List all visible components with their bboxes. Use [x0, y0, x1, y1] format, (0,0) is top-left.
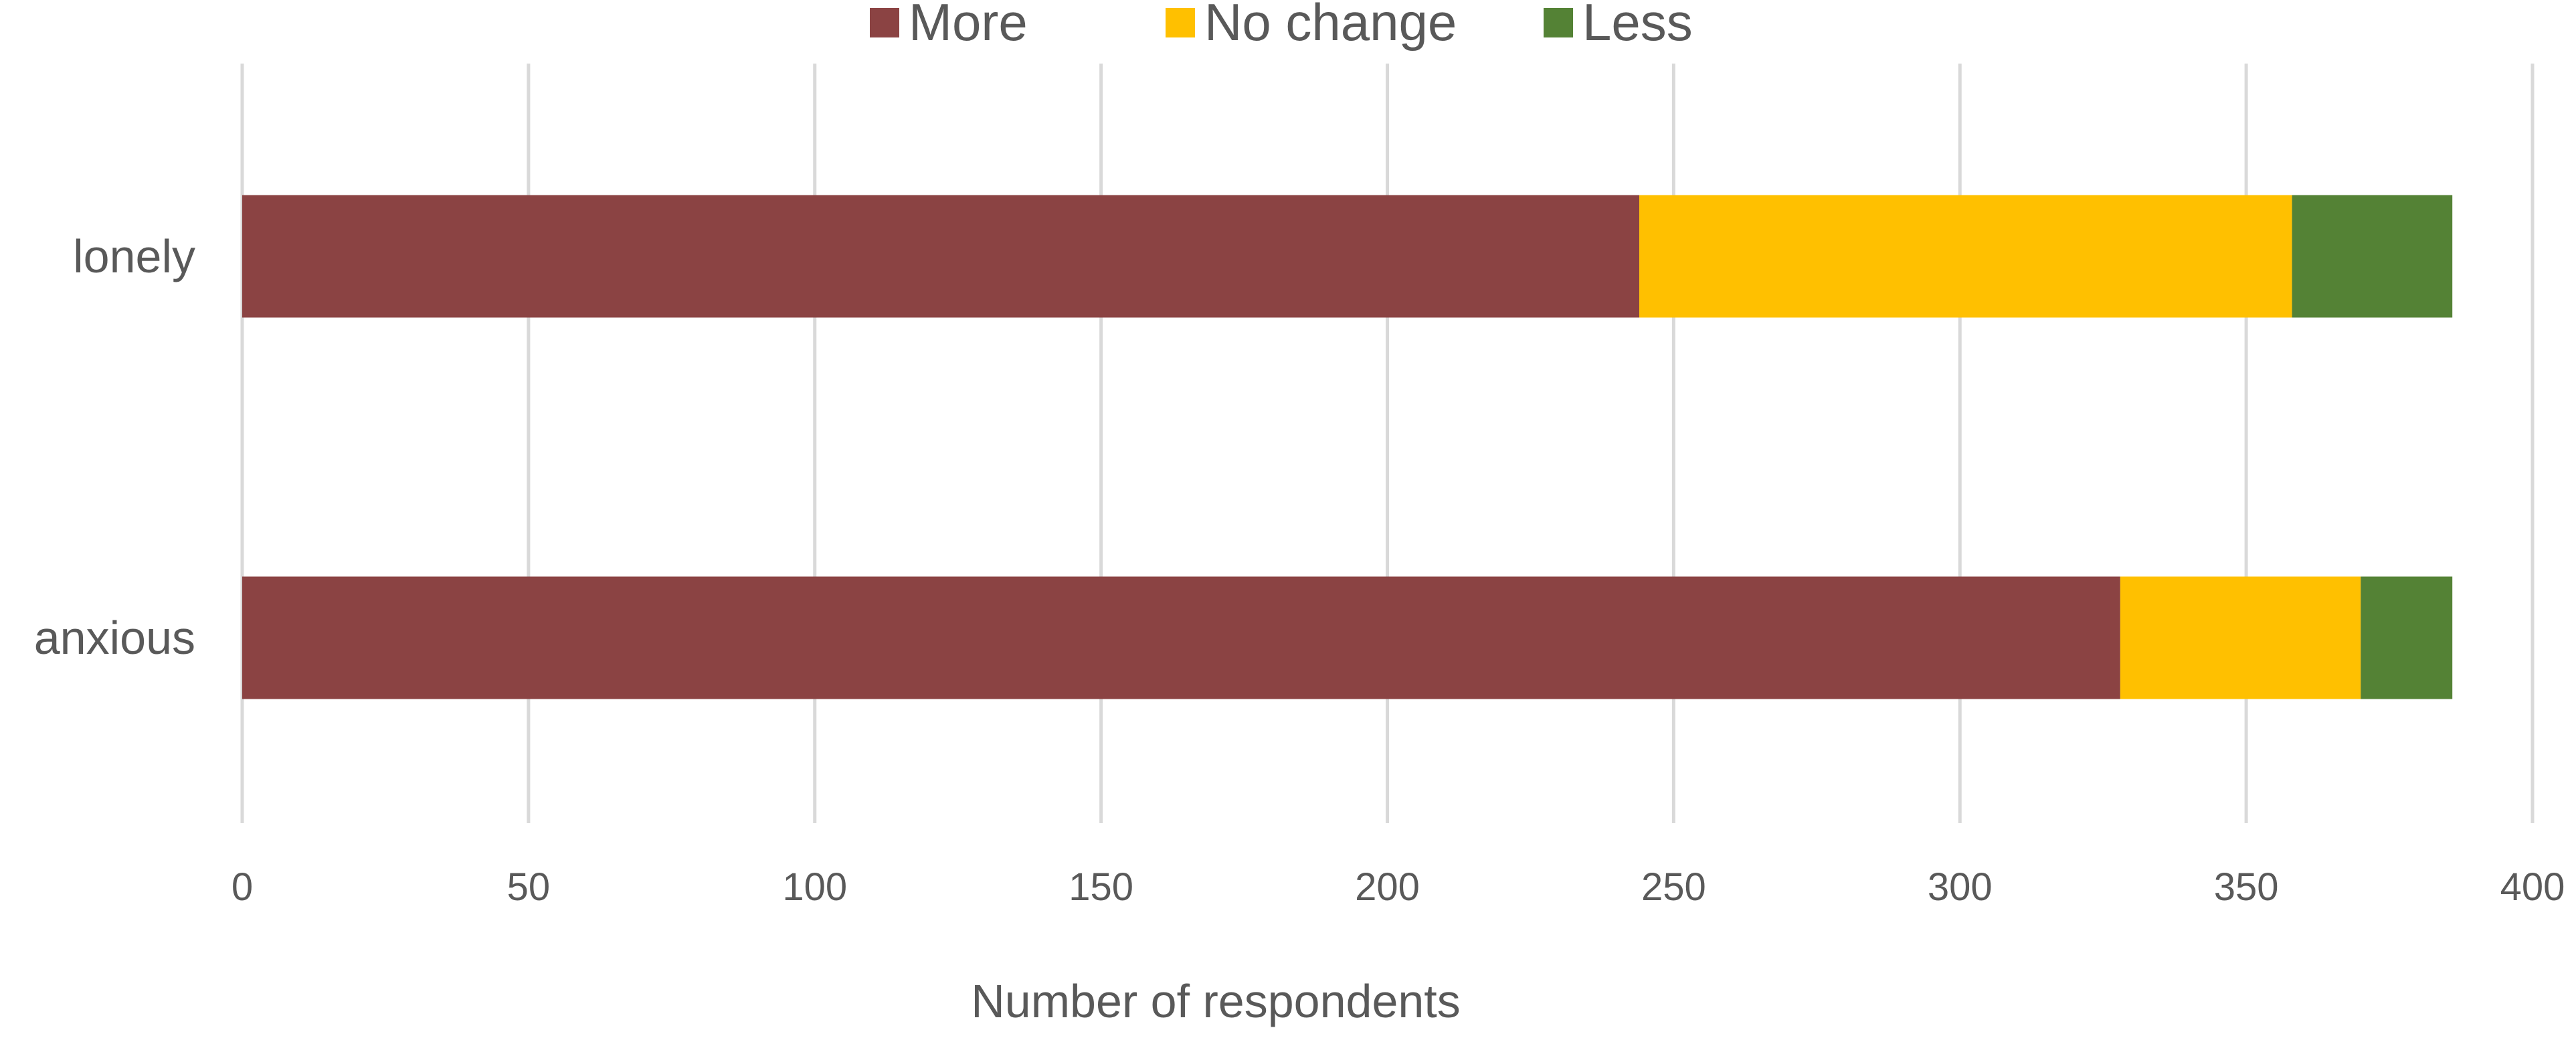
x-tick-labels: 0 50 100 150 200 250 300 350 400 [232, 865, 2565, 909]
bars [242, 195, 2453, 699]
x-tick-label: 50 [507, 865, 551, 909]
x-axis-title: Number of respondents [971, 975, 1461, 1027]
bar-anxious-less [2361, 576, 2453, 699]
category-label-anxious: anxious [34, 612, 195, 664]
x-tick-label: 300 [1928, 865, 1993, 909]
legend-label: No change [1204, 0, 1457, 52]
bar-lonely-no-change [1639, 195, 2292, 318]
category-labels: lonely anxious [34, 230, 195, 664]
x-tick-label: 100 [782, 865, 847, 909]
bar-lonely-more [242, 195, 1640, 318]
category-label-lonely: lonely [73, 230, 195, 282]
bar-anxious-no-change [2120, 576, 2361, 699]
legend-label: More [909, 0, 1028, 52]
x-tick-label: 350 [2214, 865, 2279, 909]
gridlines [240, 64, 2535, 823]
legend-swatch-less [1544, 8, 1573, 37]
x-tick-label: 250 [1641, 865, 1706, 909]
bar-anxious-more [242, 576, 2120, 699]
x-tick-label: 150 [1069, 865, 1133, 909]
legend-swatch-more [870, 8, 899, 37]
legend: More No change Less [870, 0, 1693, 52]
x-tick-label: 0 [232, 865, 253, 909]
bar-lonely-less [2292, 195, 2453, 318]
x-tick-label: 200 [1355, 865, 1420, 909]
legend-swatch-no-change [1166, 8, 1195, 37]
legend-label: Less [1582, 0, 1693, 52]
x-tick-label: 400 [2500, 865, 2565, 909]
